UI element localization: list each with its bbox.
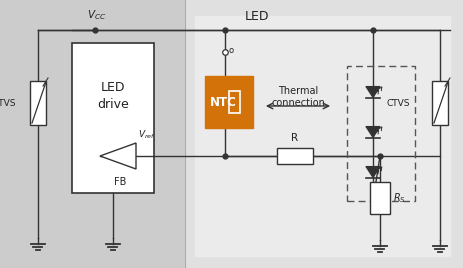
Bar [229, 91, 240, 113]
Bar [346, 66, 414, 201]
Polygon shape [365, 166, 379, 178]
Bar [72, 43, 154, 193]
Polygon shape [100, 143, 136, 169]
Bar [431, 81, 447, 125]
Bar [194, 16, 449, 256]
Text: NTC: NTC [210, 95, 237, 109]
Text: CTVS: CTVS [386, 99, 409, 107]
Polygon shape [365, 87, 379, 98]
Bar [205, 76, 252, 128]
Bar [369, 182, 389, 214]
Text: FB: FB [113, 177, 126, 187]
Text: LED: LED [244, 10, 269, 23]
Text: o: o [229, 46, 234, 54]
Text: LED
drive: LED drive [97, 80, 129, 110]
Text: $V_{CC}$: $V_{CC}$ [87, 8, 106, 22]
Text: Thermal
connection: Thermal connection [270, 86, 324, 108]
Bar [30, 81, 46, 125]
Polygon shape [365, 126, 379, 137]
Text: $V_{ref}$: $V_{ref}$ [138, 128, 155, 141]
Text: R: R [291, 133, 298, 143]
Text: CTVS: CTVS [0, 99, 16, 107]
Text: $R_S$: $R_S$ [392, 191, 405, 205]
Bar [276, 148, 313, 164]
Bar [185, 0, 463, 268]
Bar [0, 0, 185, 268]
